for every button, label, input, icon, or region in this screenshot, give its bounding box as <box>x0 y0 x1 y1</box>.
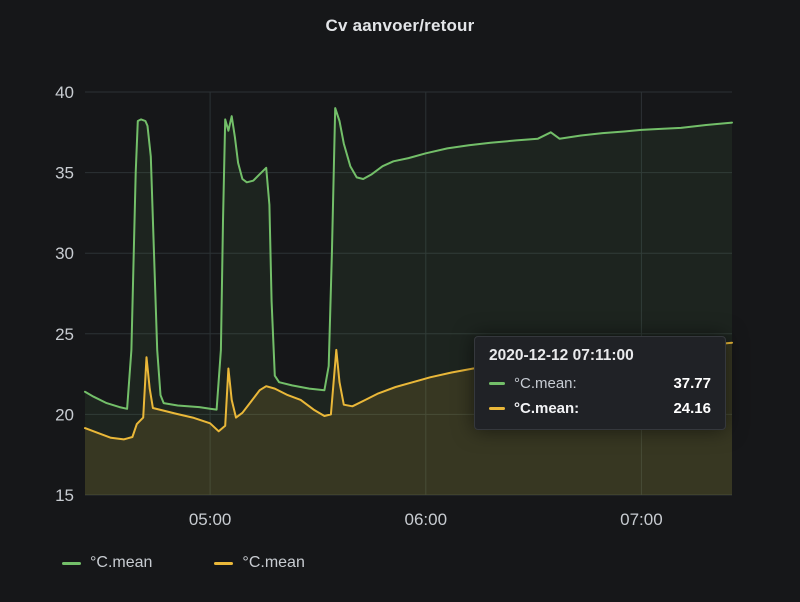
tooltip-series-label: °C.mean: <box>514 375 577 392</box>
series-color-dash-icon <box>489 407 505 410</box>
legend-label: °C.mean <box>242 554 305 571</box>
tooltip-row: °C.mean: 24.16 <box>489 400 711 417</box>
legend: °C.mean °C.mean <box>62 554 305 572</box>
y-tick-label: 15 <box>55 486 74 505</box>
y-tick-label: 40 <box>55 83 74 102</box>
tooltip-row: °C.mean: 37.77 <box>489 375 711 392</box>
tooltip-timestamp: 2020-12-12 07:11:00 <box>489 347 634 364</box>
tooltip-series-value: 24.16 <box>673 400 711 417</box>
series-line <box>84 107 733 411</box>
x-tick-label: 05:00 <box>189 510 232 529</box>
tooltip-series-value: 37.77 <box>673 375 711 392</box>
x-tick-label: 06:00 <box>405 510 448 529</box>
y-tick-label: 35 <box>55 164 74 183</box>
series-color-dash-icon <box>62 561 81 565</box>
legend-item-return[interactable]: °C.mean <box>214 554 305 572</box>
legend-label: °C.mean <box>90 554 153 571</box>
tooltip-series-label: °C.mean: <box>514 400 580 417</box>
x-tick-label: 07:00 <box>620 510 663 529</box>
y-tick-label: 25 <box>55 325 74 344</box>
series-color-dash-icon <box>214 561 234 565</box>
legend-item-supply[interactable]: °C.mean <box>62 554 152 572</box>
chart-tooltip: 2020-12-12 07:11:00 °C.mean: 37.77 °C.me… <box>474 336 726 430</box>
panel-title[interactable]: Cv aanvoer/retour <box>325 16 475 35</box>
y-tick-label: 30 <box>55 244 74 263</box>
y-tick-label: 20 <box>55 405 74 424</box>
series-color-dash-icon <box>489 382 505 385</box>
